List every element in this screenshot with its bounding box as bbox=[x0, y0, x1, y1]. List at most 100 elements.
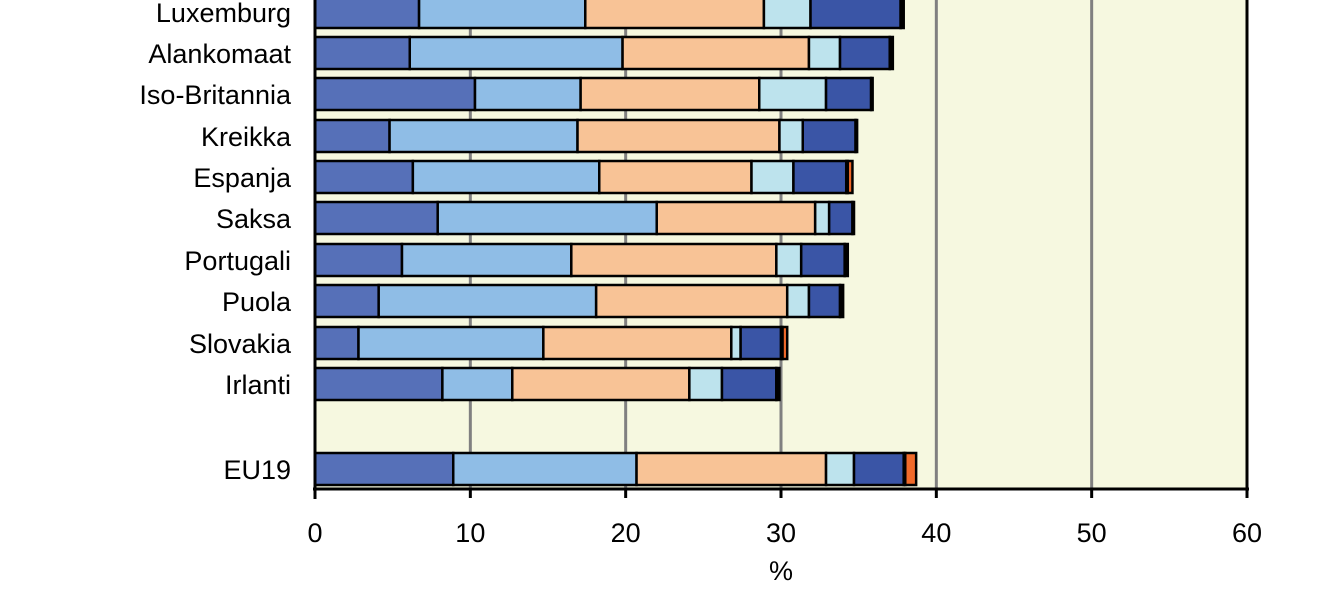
bar-segment bbox=[594, 283, 789, 319]
x-tick-label: 30 bbox=[766, 518, 796, 548]
bar-segment bbox=[799, 242, 846, 278]
bar-stacks bbox=[313, 0, 918, 487]
bar-segment bbox=[417, 0, 587, 30]
bar-segment bbox=[843, 242, 850, 278]
bar-segment bbox=[809, 0, 902, 30]
x-axis-title: % bbox=[769, 556, 793, 586]
bar-segment bbox=[579, 76, 761, 112]
bar-segment bbox=[313, 0, 421, 30]
category-label: Espanja bbox=[193, 163, 292, 193]
bar-stack-kreikka bbox=[313, 118, 859, 154]
bar-segment bbox=[313, 159, 415, 195]
bar-segment bbox=[313, 283, 380, 319]
category-label: Iso-Britannia bbox=[139, 80, 292, 110]
bar-segment bbox=[730, 325, 742, 361]
bar-segment bbox=[838, 283, 845, 319]
bar-segment bbox=[357, 325, 545, 361]
x-tick-label: 40 bbox=[921, 518, 951, 548]
bar-segment bbox=[408, 35, 624, 71]
category-label: Saksa bbox=[216, 204, 292, 234]
bar-stack-espanja bbox=[313, 159, 854, 195]
bar-segment bbox=[801, 118, 857, 154]
bar-segment bbox=[852, 451, 905, 487]
bar-segment bbox=[785, 283, 811, 319]
bar-segment bbox=[904, 451, 918, 487]
bar-segment bbox=[778, 118, 804, 154]
bar-segment bbox=[584, 0, 766, 30]
bar-segment bbox=[807, 283, 842, 319]
bar-stack-eu19 bbox=[313, 451, 918, 487]
category-label: Kreikka bbox=[201, 122, 292, 152]
bar-segment bbox=[388, 118, 579, 154]
bar-segment bbox=[570, 242, 778, 278]
bar-stack-slovakia bbox=[313, 325, 789, 361]
bar-segment bbox=[511, 366, 691, 402]
x-axis: 0 10 20 30 40 50 60 bbox=[307, 0, 1262, 548]
bar-segment bbox=[813, 200, 831, 236]
bar-stack-alankomaat bbox=[313, 35, 895, 71]
bar-segment bbox=[377, 283, 598, 319]
bar-stack-iso-britannia bbox=[313, 76, 874, 112]
x-tick-label: 50 bbox=[1077, 518, 1107, 548]
category-label: Irlanti bbox=[225, 370, 291, 400]
category-label: Portugali bbox=[184, 246, 291, 276]
bar-segment bbox=[838, 35, 891, 71]
category-labels: Luxemburg Alankomaat Iso-Britannia Kreikka E… bbox=[139, 0, 292, 485]
x-tick-label: 20 bbox=[611, 518, 641, 548]
bar-segment bbox=[758, 76, 828, 112]
bar-segment bbox=[313, 35, 412, 71]
category-label: Slovakia bbox=[189, 329, 292, 359]
bar-segment bbox=[827, 200, 854, 236]
bar-segment bbox=[313, 366, 444, 402]
bar-segment bbox=[400, 242, 573, 278]
bar-segment bbox=[313, 451, 455, 487]
bar-segment bbox=[411, 159, 601, 195]
bar-segment bbox=[473, 76, 582, 112]
bar-segment bbox=[621, 35, 811, 71]
bar-segment bbox=[750, 159, 795, 195]
bar-segment bbox=[739, 325, 783, 361]
bar-segment bbox=[775, 366, 781, 402]
bar-stack-portugali bbox=[313, 242, 850, 278]
bar-segment bbox=[792, 159, 848, 195]
bar-segment bbox=[576, 118, 781, 154]
bar-segment bbox=[781, 325, 789, 361]
bar-segment bbox=[313, 242, 404, 278]
bar-segment bbox=[846, 159, 854, 195]
x-tick-label: 0 bbox=[307, 518, 322, 548]
bar-segment bbox=[313, 118, 391, 154]
x-tick-label: 60 bbox=[1232, 518, 1262, 548]
bar-segment bbox=[851, 200, 856, 236]
bar-segment bbox=[598, 159, 753, 195]
bar-stack-saksa bbox=[313, 200, 856, 236]
bar-stack-irlanti bbox=[313, 366, 781, 402]
bar-segment bbox=[688, 366, 724, 402]
bar-segment bbox=[436, 200, 658, 236]
bar-segment bbox=[824, 76, 873, 112]
bar-stack-puola bbox=[313, 283, 845, 319]
bar-segment bbox=[869, 76, 874, 112]
bar-segment bbox=[542, 325, 733, 361]
bar-segment bbox=[807, 35, 842, 71]
bar-segment bbox=[888, 35, 895, 71]
bar-segment bbox=[441, 366, 514, 402]
category-label: EU19 bbox=[223, 455, 291, 485]
bar-stack-luxemburg bbox=[313, 0, 905, 30]
bar-segment bbox=[313, 76, 477, 112]
bar-segment bbox=[635, 451, 828, 487]
bar-segment bbox=[313, 325, 360, 361]
bar-segment bbox=[720, 366, 778, 402]
bar-segment bbox=[775, 242, 803, 278]
bar-segment bbox=[824, 451, 856, 487]
category-label: Alankomaat bbox=[148, 39, 291, 69]
bar-segment bbox=[655, 200, 817, 236]
bar-segment bbox=[451, 451, 638, 487]
x-tick-label: 10 bbox=[455, 518, 485, 548]
bar-segment bbox=[854, 118, 859, 154]
bar-segment bbox=[313, 200, 439, 236]
bar-segment bbox=[899, 0, 905, 30]
category-label: Puola bbox=[222, 287, 292, 317]
bar-segment bbox=[762, 0, 812, 30]
category-label: Luxemburg bbox=[156, 0, 291, 28]
